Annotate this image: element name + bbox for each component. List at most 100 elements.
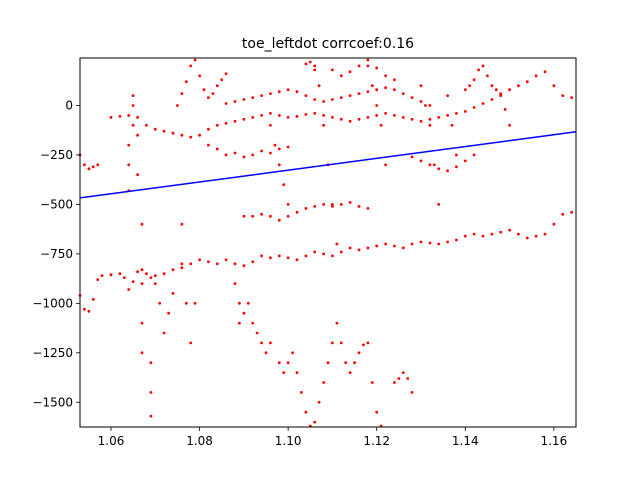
scatter-point	[149, 361, 153, 365]
scatter-point	[277, 254, 281, 258]
scatter-point	[570, 210, 573, 214]
scatter-point	[446, 169, 449, 173]
scatter-point	[348, 246, 352, 250]
scatter-point	[131, 94, 135, 97]
scatter-point	[375, 244, 379, 248]
x-axis: 1.06 1.08 1.10 1.12 1.14 1.16	[98, 427, 567, 448]
scatter-point	[552, 222, 556, 226]
axes-frame	[79, 57, 577, 428]
scatter-point	[131, 280, 135, 283]
scatter-point	[313, 112, 317, 115]
scatter-point	[83, 163, 86, 167]
scatter-point	[463, 110, 467, 113]
scatter-point	[269, 123, 272, 127]
scatter-point	[517, 84, 520, 88]
scatter-point	[375, 114, 379, 117]
scatter-point	[291, 351, 294, 355]
scatter-point	[269, 341, 272, 345]
scatter-point	[127, 143, 131, 147]
scatter-point	[419, 240, 423, 244]
scatter-point	[401, 92, 405, 95]
scatter-point	[357, 117, 361, 121]
scatter-point	[140, 268, 144, 272]
y-tick-label: −1250	[32, 346, 73, 360]
scatter-point	[534, 74, 538, 78]
scatter-point	[87, 167, 91, 171]
scatter-point	[468, 84, 472, 88]
scatter-point	[153, 282, 157, 285]
scatter-point	[410, 96, 414, 99]
scatter-point	[242, 264, 246, 268]
scatter-point	[508, 228, 511, 232]
scatter-point	[198, 74, 202, 78]
scatter-point	[534, 234, 538, 238]
scatter-point	[304, 62, 308, 66]
scatter-point	[295, 210, 299, 214]
scatter-point	[260, 114, 263, 117]
scatter-point	[331, 68, 334, 72]
x-tick-label: 1.12	[363, 434, 390, 448]
x-tick-label: 1.06	[98, 434, 125, 448]
scatter-point	[260, 94, 263, 97]
scatter-point	[366, 64, 370, 68]
scatter-point	[277, 114, 281, 117]
scatter-point	[463, 159, 467, 163]
scatter-point	[180, 133, 184, 137]
scatter-point	[295, 258, 299, 262]
scatter-point	[455, 153, 458, 157]
scatter-point	[437, 116, 441, 119]
scatter-point	[455, 112, 458, 115]
scatter-point	[158, 301, 162, 305]
scatter-point	[561, 94, 565, 97]
scatter-point	[339, 117, 343, 121]
scatter-point	[171, 268, 175, 272]
scatter-point	[348, 119, 352, 123]
scatter-point	[162, 331, 166, 335]
scatter-point	[215, 123, 219, 127]
scatter-point	[215, 147, 219, 151]
scatter-point	[446, 114, 449, 117]
x-tick-label: 1.10	[275, 434, 302, 448]
scatter-point	[136, 133, 140, 137]
scatter-point	[260, 149, 263, 153]
scatter-point	[162, 129, 166, 133]
scatter-point	[233, 262, 237, 266]
scatter-point	[286, 88, 290, 92]
scatter-point	[313, 205, 317, 208]
scatter-point	[91, 165, 95, 169]
scatter-point	[344, 361, 348, 365]
scatter-point	[233, 100, 237, 103]
scatter-point	[233, 151, 237, 155]
scatter-point	[450, 123, 454, 127]
scatter-point	[277, 163, 281, 167]
scatter-point	[552, 84, 556, 88]
scatter-point	[428, 163, 432, 167]
chart-title: toe_leftdot corrcoef:0.16	[242, 36, 414, 52]
scatter-point	[136, 270, 140, 274]
scatter-point	[472, 153, 476, 157]
scatter-point	[269, 256, 272, 260]
scatter-point	[207, 96, 210, 99]
scatter-point	[83, 307, 86, 311]
scatter-point	[242, 311, 246, 315]
scatter-point	[295, 90, 299, 93]
scatter-point	[339, 250, 343, 254]
scatter-point	[570, 96, 573, 99]
scatter-point	[393, 381, 396, 384]
scatter-point	[153, 127, 157, 131]
scatter-point	[357, 92, 361, 95]
scatter-point	[300, 391, 303, 394]
scatter-point	[87, 309, 91, 313]
scatter-point	[233, 119, 237, 123]
scatter-point	[455, 238, 458, 242]
scatter-point	[304, 207, 308, 210]
scatter-point	[118, 115, 122, 118]
scatter-point	[140, 282, 144, 285]
scatter-point	[140, 222, 144, 226]
scatter-point	[224, 121, 228, 125]
scatter-point	[269, 151, 272, 155]
scatter-point	[375, 410, 379, 414]
scatter-point	[269, 112, 272, 115]
scatter-point	[406, 377, 410, 380]
